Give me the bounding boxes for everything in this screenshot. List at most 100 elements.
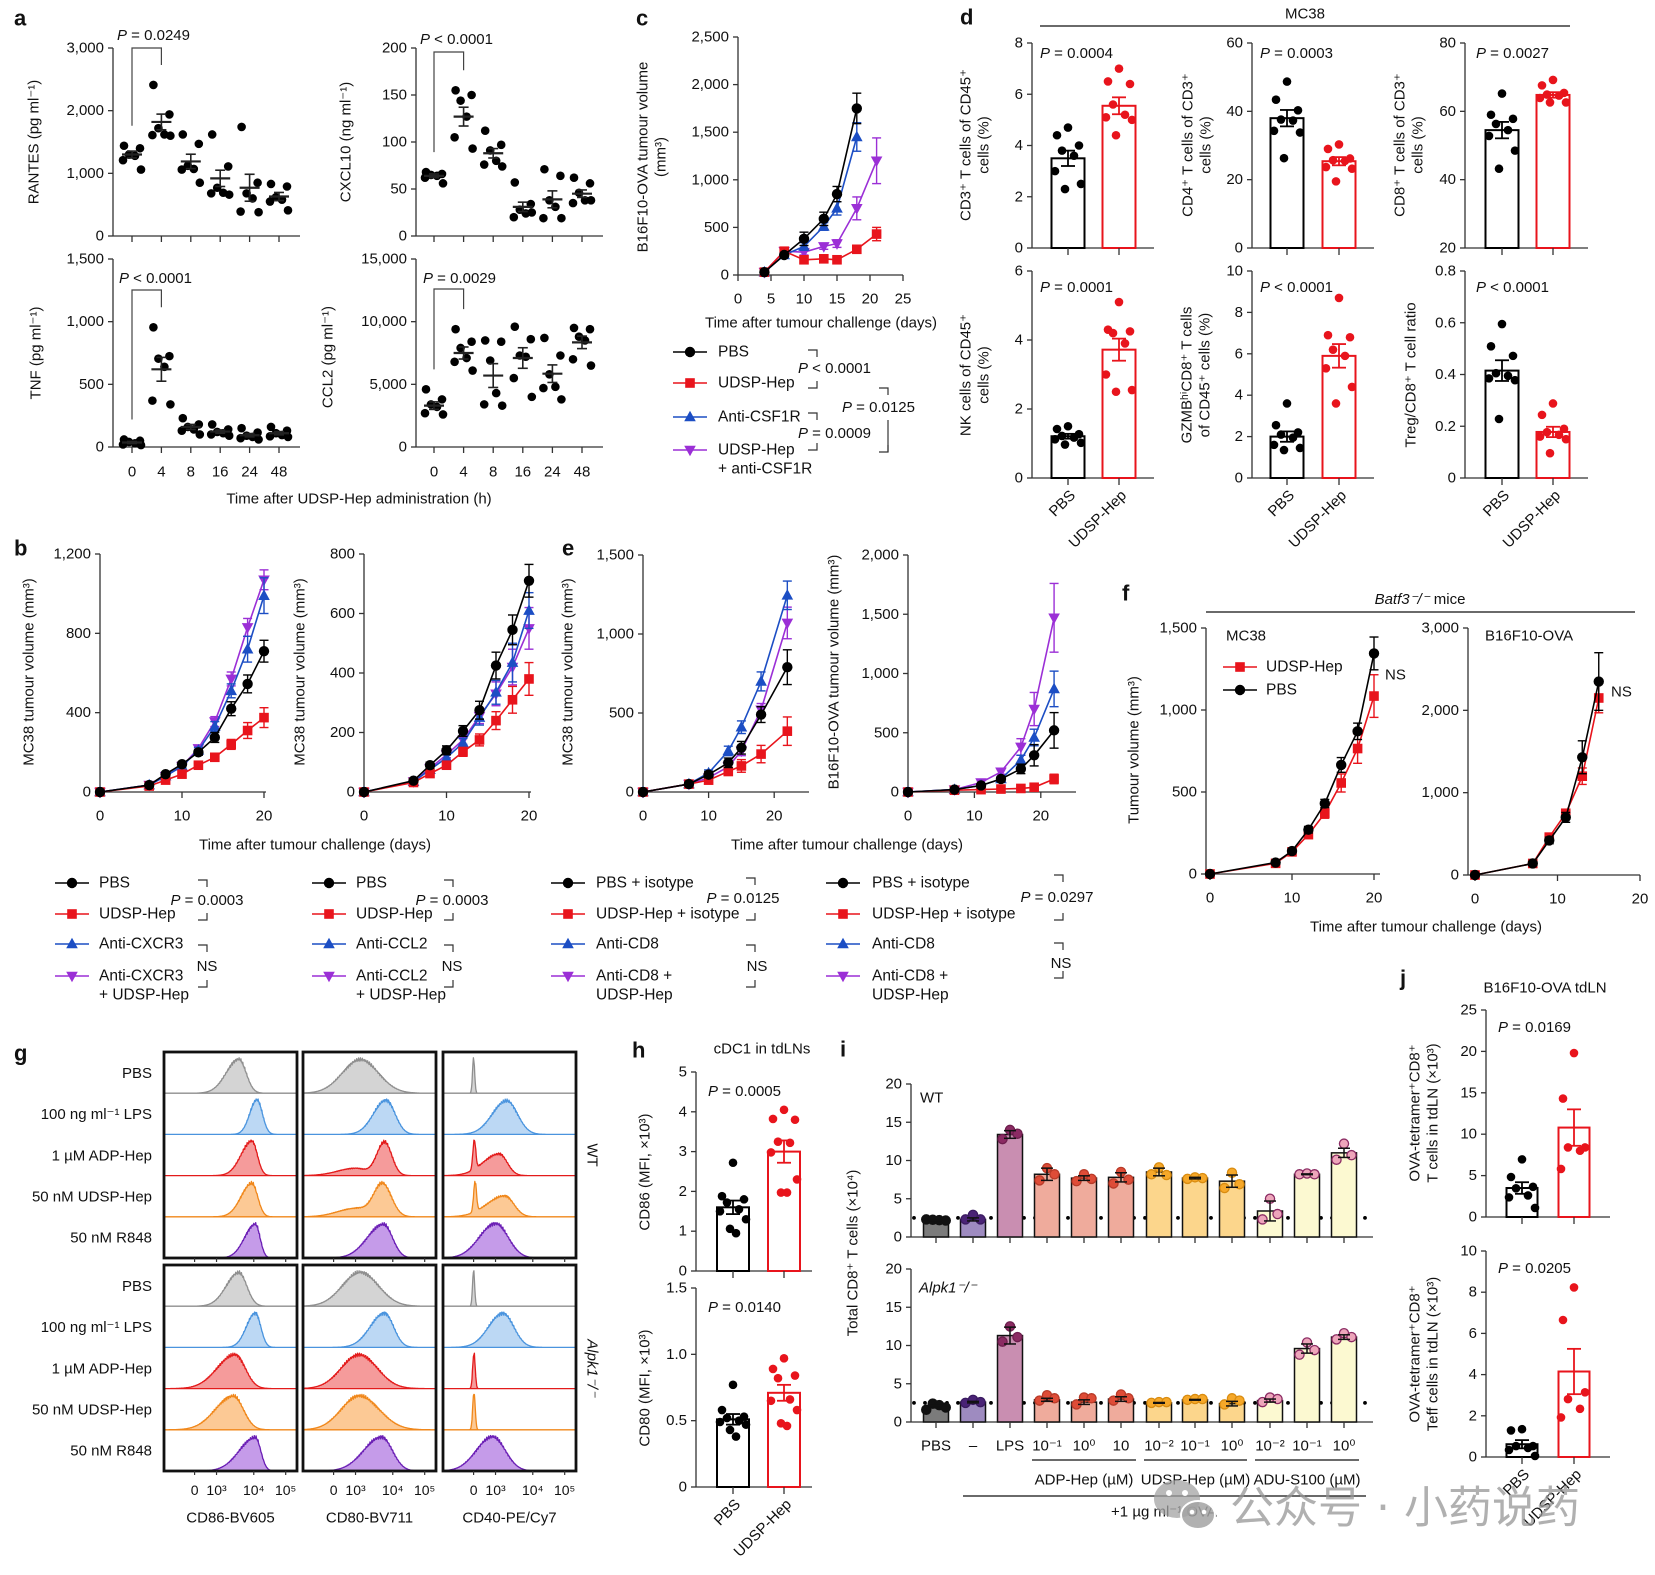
group-pbs	[1484, 89, 1520, 255]
y-tick-label: 4	[1235, 387, 1243, 404]
legend-marker	[323, 937, 335, 949]
data-point	[755, 675, 767, 686]
legend-marker	[562, 971, 574, 983]
legend-item-udsp-hep: UDSP-Hep	[1223, 659, 1343, 676]
data-point	[1527, 858, 1538, 869]
genotype-label: Alpk1⁻/⁻	[918, 1280, 978, 1297]
y-axis-title: B16F10-OVA tumour volume (mm³)	[826, 555, 843, 790]
y-tick-label: 0	[1469, 1209, 1477, 1226]
y-axis-title: T cells in tdLN (×10³)	[1425, 1043, 1442, 1182]
b-mc38-anti-cxcr3-plot: 0 400 800 1,200 0 10 20 MC38 tumour volume (mm³…	[21, 546, 273, 825]
p-text: < 0.0001	[129, 270, 192, 287]
x-tick-label: PBS	[1046, 487, 1079, 520]
data-point	[870, 156, 883, 168]
y-tick-label: 10	[1226, 263, 1243, 280]
histogram-50-nm-udsp-hep	[302, 1393, 437, 1431]
legend-item-udsp-hep: UDSP-Hep	[673, 375, 795, 392]
bracket-bottom	[198, 913, 208, 921]
data-point	[1517, 1155, 1527, 1164]
legend-label: UDSP-Hep	[718, 442, 795, 459]
y-axis-title: Treg/CD8⁺ T cell ratio	[1403, 302, 1420, 447]
data-point	[1563, 1394, 1573, 1404]
data-point	[717, 1191, 727, 1201]
p-text: = 0.0125	[717, 890, 780, 907]
x-tick-label: 20	[1632, 891, 1649, 908]
data-point	[462, 353, 471, 363]
x-tick-label: 10	[1113, 1438, 1130, 1455]
data-point	[1111, 130, 1121, 140]
series-udsp-hep	[1470, 682, 1604, 880]
data-point	[178, 413, 188, 423]
histogram-50-nm-r848	[442, 1434, 577, 1472]
d-cd4-of-cd3-plot: 0 20 40 60 P = 0.0003 CD4⁺ T cells of CD3⁺ cel…	[1180, 35, 1374, 257]
y-tick-label: 10	[1460, 1126, 1477, 1143]
histogram-pbs	[442, 1057, 577, 1094]
panel-label-b: b	[14, 536, 27, 561]
x-tick-label: 10³	[485, 1482, 506, 1498]
bar	[1321, 160, 1357, 249]
bracket-top	[198, 944, 208, 952]
c-b16f10-ova-anti-csf1r-legend: PBS UDSP-Hep Anti-CSF1R UDSP-Hep + anti-CSF1…	[673, 344, 915, 478]
legend-item-anti-ccl2-udsp-hep: Anti-CCL2 + UDSP-Hep	[312, 968, 446, 1004]
group-pbs	[1050, 123, 1086, 255]
legend-comparison: NS	[746, 944, 767, 988]
p-value-label: P = 0.0004	[1040, 45, 1113, 62]
bar	[1535, 93, 1571, 249]
histogram-pbs	[442, 1270, 577, 1307]
data-point	[782, 661, 793, 673]
y-tick-label: 500	[704, 219, 729, 236]
bar-group-pbs: PBS	[921, 1398, 951, 1455]
y-tick-label: 1,500	[861, 606, 899, 623]
data-point	[725, 1425, 735, 1435]
bracket-top	[808, 412, 818, 420]
x-tick-label: 10⁴	[382, 1482, 404, 1498]
legend-marker	[562, 937, 574, 949]
data-point	[136, 165, 146, 174]
y-tick-label: 5	[894, 1190, 902, 1207]
histogram-column-cd80-bv711	[301, 1050, 438, 1262]
e-mc38-anti-cd8-legend: PBS + isotype UDSP-Hep + isotype Anti-CD8 A…	[551, 875, 780, 1004]
data-point	[736, 761, 747, 771]
p-text: < 0.0001	[808, 360, 871, 377]
p-text: < 0.0001	[1270, 279, 1333, 296]
data-point	[586, 361, 596, 370]
data-point	[1331, 399, 1341, 408]
data-point	[242, 189, 251, 198]
x-tick-label: PBS	[921, 1438, 951, 1455]
data-point	[1559, 424, 1569, 434]
f-batf3-ko-mc38-plot: 0 500 1,000 1,500 0 10 20 Tumour volume (mm³) MC…	[1126, 620, 1406, 907]
y-axis-title: (mm³)	[653, 137, 670, 177]
b-mc38-anti-ccl2-legend: PBS UDSP-Hep Anti-CCL2 Anti-CCL2 + UDSP-Hep P…	[312, 875, 489, 1004]
legend-label: PBS	[356, 875, 387, 892]
data-point	[242, 725, 253, 736]
series-udsp-hep	[95, 707, 269, 797]
bar	[1101, 104, 1137, 249]
bar	[996, 1334, 1024, 1423]
x-tick-label: 0	[430, 464, 438, 481]
histogram-50-nm-udsp-hep	[302, 1180, 437, 1218]
p-text: = 0.0004	[1050, 45, 1113, 62]
p-symbol: P	[1260, 45, 1270, 62]
data-point	[1101, 113, 1111, 122]
data-point	[491, 715, 501, 726]
data-point	[510, 178, 520, 187]
data-point	[166, 400, 175, 409]
data-point	[265, 197, 275, 206]
data-point	[236, 207, 245, 216]
data-point	[177, 426, 187, 436]
panel-label-a: a	[14, 6, 27, 31]
data-point	[1368, 648, 1380, 659]
y-tick-label: 0	[1451, 867, 1459, 884]
data-point	[207, 130, 217, 139]
data-point	[995, 773, 1007, 785]
x-tick-label: 10⁵	[275, 1482, 296, 1498]
group-pbs: PBS	[1046, 421, 1086, 520]
legend-comparison: P = 0.0125	[842, 387, 915, 453]
y-tick-label: 10	[885, 1337, 902, 1354]
histogram-frame	[162, 1050, 299, 1260]
data-point	[1286, 845, 1298, 857]
data-point	[509, 373, 519, 383]
data-point	[177, 165, 187, 174]
bar-group-adp	[1070, 1169, 1098, 1243]
